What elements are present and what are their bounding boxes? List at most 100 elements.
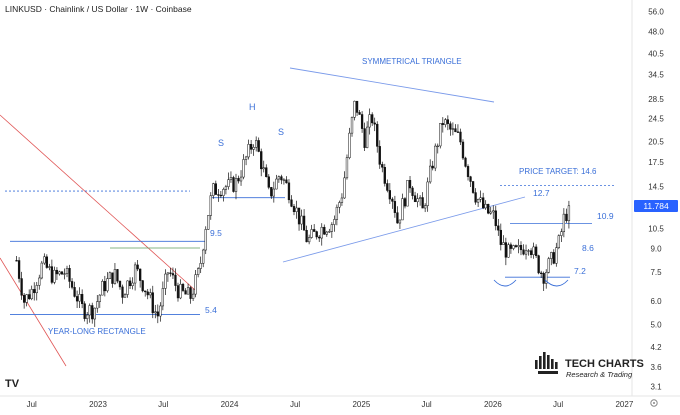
candle-body xyxy=(222,189,225,196)
candle-body xyxy=(502,242,505,245)
candle-body xyxy=(65,268,69,274)
candle-body xyxy=(449,123,452,130)
candle-body xyxy=(492,210,495,213)
candle-body xyxy=(169,272,172,274)
candle-body xyxy=(70,281,74,288)
candle-body xyxy=(202,249,205,264)
candle-body xyxy=(73,287,76,297)
chart-title: LINKUSD · Chainlink / US Dollar · 1W · C… xyxy=(5,4,192,14)
candle-body xyxy=(396,212,399,224)
candle-body xyxy=(15,260,18,262)
left-shoulder-label: S xyxy=(218,138,224,148)
candle-body xyxy=(527,250,530,252)
candle-body xyxy=(517,245,520,248)
price-tick-label: 56.0 xyxy=(648,8,664,17)
candle-body xyxy=(350,117,354,134)
candle-body xyxy=(144,290,147,293)
candle-body xyxy=(476,199,480,203)
candle-body xyxy=(431,165,434,169)
price-tick-label: 20.5 xyxy=(648,138,664,147)
rectangle-bottom-label: 5.4 xyxy=(205,305,217,315)
candle-body xyxy=(418,197,422,199)
candle-body xyxy=(88,305,91,316)
candle-body xyxy=(171,273,175,276)
candle-body xyxy=(529,250,533,255)
candle-body xyxy=(40,262,43,279)
candle-body xyxy=(497,225,500,231)
candle-body xyxy=(45,256,48,268)
candle-body xyxy=(318,236,321,239)
candle-body xyxy=(429,165,432,183)
candle-body xyxy=(386,183,389,191)
last-price-badge: 11.784 xyxy=(634,200,678,212)
candle-body xyxy=(547,258,550,273)
candle-body xyxy=(260,151,263,170)
candle-body xyxy=(154,311,157,314)
candle-body xyxy=(111,272,114,284)
candle-body xyxy=(482,197,485,209)
time-tick-label: 2027 xyxy=(615,400,633,409)
level-10-9-label: 10.9 xyxy=(597,211,614,221)
candle-body xyxy=(280,176,283,181)
candle-body xyxy=(522,249,525,255)
candles xyxy=(15,100,571,327)
candle-body xyxy=(60,271,64,275)
candle-body xyxy=(161,288,165,307)
time-tick-label: 2025 xyxy=(352,400,370,409)
candle-body xyxy=(365,126,369,148)
candle-body xyxy=(363,128,366,148)
candle-body xyxy=(555,247,558,264)
candle-body xyxy=(315,231,318,238)
candle-body xyxy=(287,182,291,201)
candle-body xyxy=(307,237,311,243)
time-tick-label: Jul xyxy=(421,400,431,409)
candle-body xyxy=(338,202,341,208)
candle-body xyxy=(310,229,313,238)
triangle-label: SYMMETRICAL TRIANGLE xyxy=(362,57,462,66)
candle-body xyxy=(456,131,460,133)
candle-body xyxy=(537,255,540,274)
candle-body xyxy=(33,289,36,294)
candle-body xyxy=(75,296,79,302)
price-tick-label: 48.0 xyxy=(648,27,664,36)
settings-gear-icon[interactable] xyxy=(650,399,658,407)
candle-body xyxy=(333,219,336,225)
candle-body xyxy=(123,294,127,298)
candle-body xyxy=(552,252,555,264)
price-tick-label: 3.1 xyxy=(650,382,662,391)
candle-body xyxy=(204,229,207,251)
candle-body xyxy=(398,219,402,224)
candle-body xyxy=(487,203,490,214)
candle-body xyxy=(257,140,260,152)
candle-body xyxy=(194,274,197,295)
candle-body xyxy=(393,201,397,213)
time-axis-ticks: Jul 2023 Jul 2024 Jul 2025 Jul 2026 Jul 2027 xyxy=(27,400,634,409)
candle-body xyxy=(413,195,417,203)
candle-body xyxy=(403,198,407,207)
candle-body xyxy=(164,273,167,289)
candle-body xyxy=(80,294,84,304)
candle-body xyxy=(247,144,250,158)
candle-body xyxy=(133,264,137,284)
candle-body xyxy=(348,132,351,158)
logo-brand: TECH CHARTS xyxy=(565,358,644,370)
candle-body xyxy=(93,307,96,320)
time-tick-label: Jul xyxy=(27,400,37,409)
candle-body xyxy=(239,176,243,182)
candle-body xyxy=(255,140,258,148)
candle-body xyxy=(249,144,253,150)
down-channel-lines xyxy=(0,114,196,367)
candle-body xyxy=(141,280,144,292)
candle-body xyxy=(156,311,159,317)
candle-body xyxy=(340,197,344,203)
candle-body xyxy=(335,206,339,220)
price-tick-label: 40.5 xyxy=(648,50,664,59)
candle-body xyxy=(545,272,548,284)
price-axis-pane xyxy=(632,0,680,396)
candle-body xyxy=(489,211,492,214)
candle-body xyxy=(275,178,278,190)
candle-body xyxy=(234,178,238,192)
candle-body xyxy=(401,198,404,221)
candle-body xyxy=(345,157,349,179)
